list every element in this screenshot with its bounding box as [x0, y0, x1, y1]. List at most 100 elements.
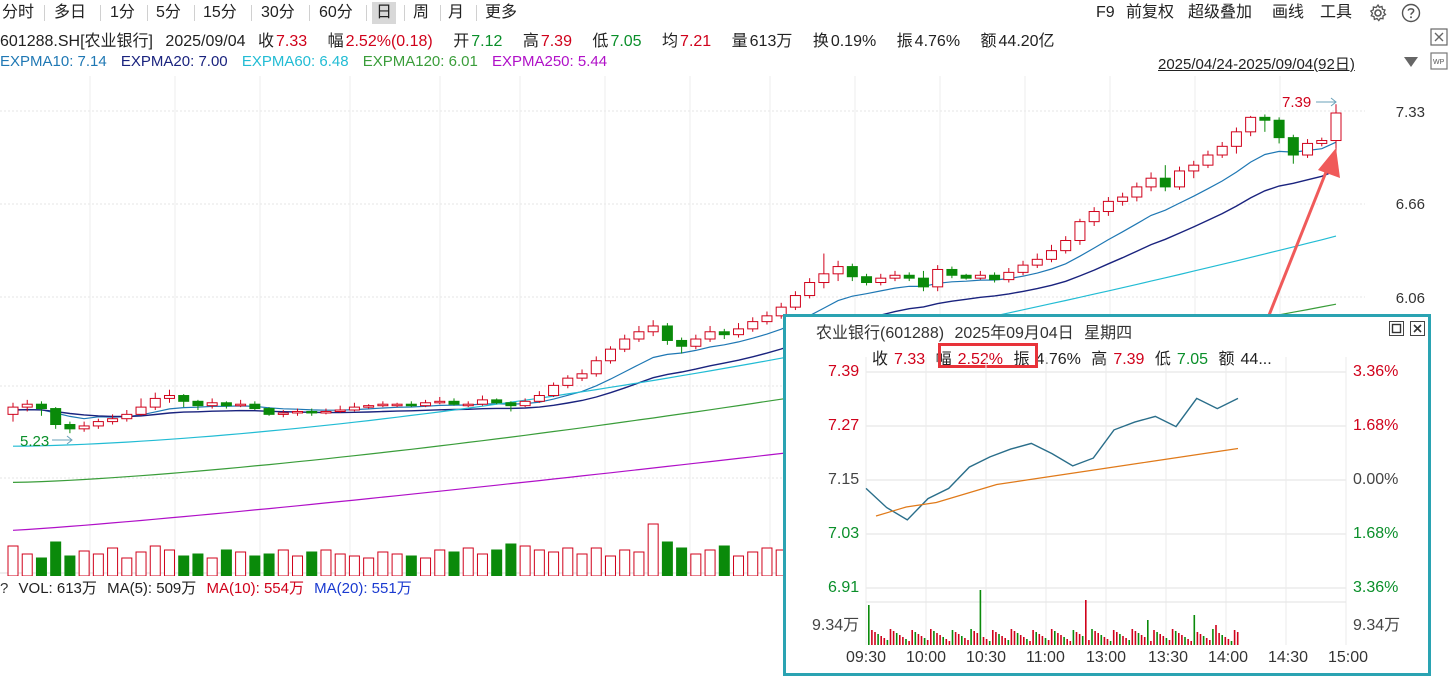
tab-multiday[interactable]: 多日	[54, 4, 87, 21]
tab-1min[interactable]: 1分	[110, 4, 135, 21]
expma10-legend[interactable]: EXPMA10: 7.14	[0, 53, 107, 70]
expma250-legend[interactable]: EXPMA250: 5.44	[491, 53, 608, 70]
intraday-volume-bar	[967, 640, 969, 645]
intraday-volume-bar	[914, 632, 917, 645]
intraday-volume-bar	[970, 629, 972, 645]
volume-bar	[448, 551, 460, 576]
avg-label: 均	[662, 33, 679, 50]
volume-bar	[690, 553, 702, 576]
tab-5min[interactable]: 5分	[156, 4, 181, 21]
intraday-volume-bar	[1230, 641, 1233, 645]
amount-label: 额	[980, 33, 997, 50]
candle-up	[206, 402, 218, 407]
popup-price-label: 7.15	[828, 471, 860, 488]
wp-icon[interactable]: WP	[1430, 52, 1448, 70]
candle-up	[1088, 211, 1100, 223]
change-value: 2.52%(0.18)	[345, 33, 433, 50]
volume-bar	[576, 553, 588, 576]
intraday-volume-bar	[1078, 634, 1081, 645]
gear-icon[interactable]	[1368, 3, 1388, 23]
intraday-volume-bar	[1032, 630, 1034, 645]
tab-monthly[interactable]: 月	[448, 4, 465, 21]
volume-bar	[562, 547, 574, 576]
popup-low-value: 7.05	[1176, 351, 1209, 368]
intraday-volume-bar	[926, 640, 929, 645]
tab-30min[interactable]: 30分	[261, 4, 295, 21]
candle-up	[761, 315, 773, 323]
volume-bar	[363, 557, 375, 576]
maximize-button[interactable]	[1389, 321, 1404, 336]
divider	[440, 5, 441, 21]
candle-up	[1045, 250, 1057, 260]
divider	[251, 5, 252, 21]
price-axis-label: 6.66	[1395, 196, 1425, 213]
close-icon[interactable]	[1430, 28, 1448, 46]
intraday-chart[interactable]	[786, 317, 1428, 673]
intraday-volume-bar	[930, 629, 932, 645]
expma20-legend[interactable]: EXPMA20: 7.00	[120, 53, 228, 70]
candle-up	[1230, 131, 1242, 147]
popup-close-button[interactable]	[1410, 321, 1425, 336]
intraday-volume-bar	[1156, 632, 1158, 645]
intraday-volume-bar	[933, 631, 935, 645]
divider	[147, 5, 148, 21]
candle-up	[391, 403, 403, 407]
candle-up	[149, 397, 161, 408]
help-icon[interactable]	[1401, 3, 1421, 23]
intraday-volume-bar	[1066, 639, 1068, 645]
candle-up	[1188, 164, 1200, 172]
low-value: 7.05	[610, 33, 642, 50]
avg-price-line	[875, 447, 1239, 517]
expma120-legend[interactable]: EXPMA120: 6.01	[362, 53, 478, 70]
super-overlay-button[interactable]: 超级叠加	[1188, 4, 1253, 21]
candle-down	[505, 402, 517, 407]
tab-60min[interactable]: 60分	[319, 4, 353, 21]
draw-line-button[interactable]: 画线	[1272, 4, 1305, 21]
intraday-popup[interactable]: 农业银行(601288) 2025年09月04日 星期四 收 7.33 幅 2.52…	[783, 314, 1431, 676]
forward-adjust-button[interactable]: 前复权	[1126, 4, 1175, 21]
popup-weekday: 星期四	[1084, 325, 1133, 342]
price-axis-label: 6.06	[1395, 290, 1425, 307]
intraday-volume-bar	[1075, 632, 1078, 645]
intraday-volume-bar	[1187, 639, 1189, 645]
stock-code-name[interactable]: 601288.SH[农业银行]	[0, 33, 153, 50]
intraday-volume-bar	[877, 634, 879, 645]
tab-timeshare[interactable]: 分时	[2, 4, 35, 21]
candle-up	[619, 338, 631, 350]
expma60-legend[interactable]: EXPMA60: 6.48	[241, 53, 349, 70]
tab-weekly[interactable]: 周	[413, 4, 430, 21]
candle-up	[576, 373, 588, 379]
candle-up	[1074, 221, 1086, 241]
candle-down	[64, 423, 76, 430]
intraday-volume-bar	[1041, 636, 1044, 645]
candle-down	[1273, 119, 1285, 139]
help-icon[interactable]: ?	[0, 580, 9, 597]
candle-up	[875, 277, 887, 284]
intraday-volume-bar	[1137, 633, 1140, 645]
f9-button[interactable]: F9	[1096, 4, 1115, 21]
intraday-volume-bar	[1116, 632, 1118, 645]
volume-bar	[78, 550, 90, 576]
tab-daily[interactable]: 日	[372, 2, 397, 24]
candle-up	[292, 410, 304, 414]
volume-bar	[206, 557, 218, 576]
amplitude-label: 振	[896, 33, 913, 50]
candle-up	[1145, 177, 1157, 188]
chevron-down-icon[interactable]	[1404, 56, 1418, 68]
tools-button[interactable]: 工具	[1320, 4, 1353, 21]
tab-more[interactable]: 更多	[485, 4, 518, 21]
tab-15min[interactable]: 15分	[203, 4, 237, 21]
volume-bar	[306, 551, 318, 576]
intraday-volume-bar	[871, 630, 873, 645]
candle-up	[604, 348, 616, 362]
popup-amount-label: 额	[1218, 351, 1235, 368]
popup-amp-label: 振	[1013, 351, 1030, 368]
candle-up	[647, 325, 659, 333]
volume-bar	[519, 545, 531, 576]
candle-up	[519, 400, 531, 407]
date-range-selector[interactable]: 2025/04/24-2025/09/04(92日)	[1158, 56, 1355, 73]
intraday-volume-bar	[988, 641, 991, 645]
open-label: 开	[453, 33, 470, 50]
candle-up	[1131, 186, 1143, 198]
volume-bar	[462, 547, 474, 576]
